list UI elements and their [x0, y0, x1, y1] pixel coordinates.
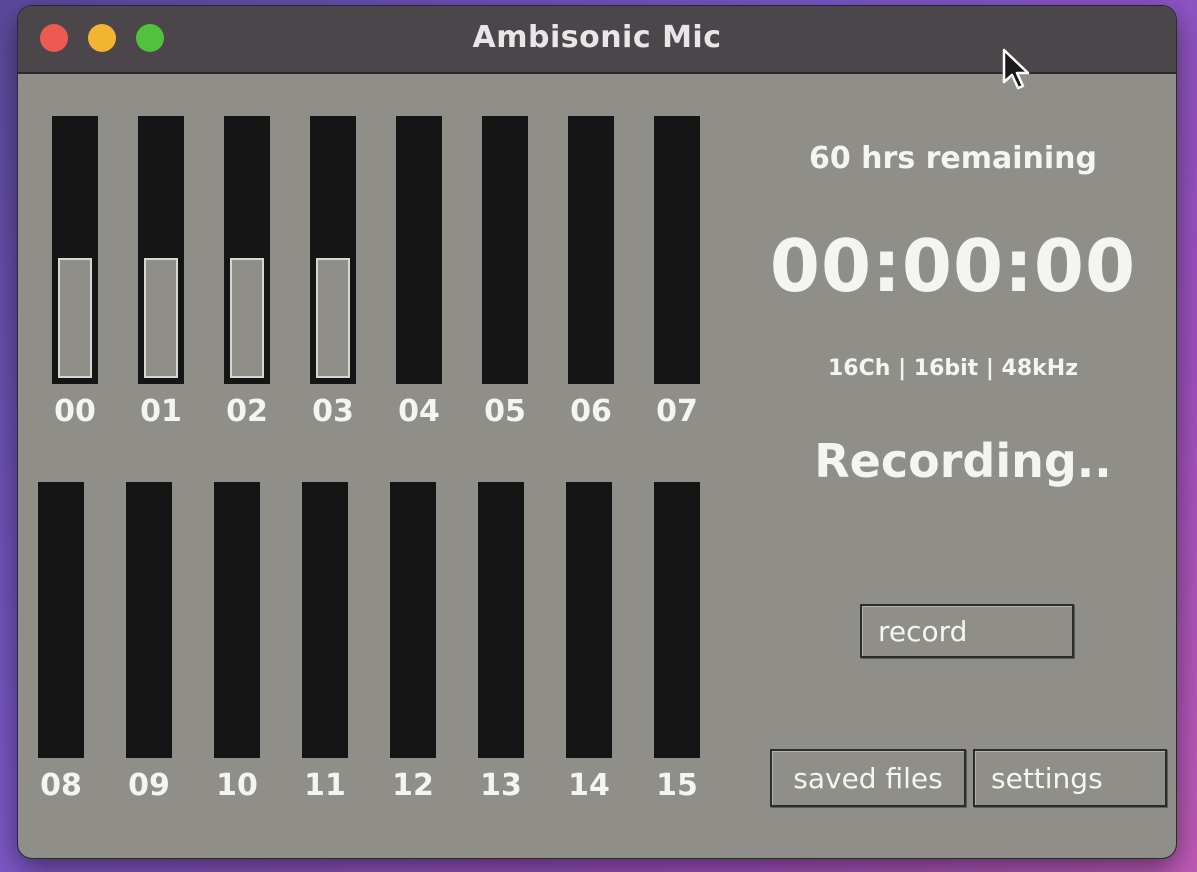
- minimize-window-button[interactable]: [88, 24, 116, 52]
- channel-level-fill: [316, 258, 350, 378]
- channel-label-09: 09: [128, 768, 170, 803]
- channel-level-fill: [144, 258, 178, 378]
- channel-meter-01: [138, 116, 184, 384]
- channel-meter-09: [126, 482, 172, 758]
- channel-meter-07: [654, 116, 700, 384]
- channel-label-08: 08: [40, 768, 82, 803]
- channel-label-02: 02: [226, 394, 268, 429]
- channel-label-06: 06: [570, 394, 612, 429]
- channel-meter-10: [214, 482, 260, 758]
- channel-meter-12: [390, 482, 436, 758]
- time-remaining: 60 hrs remaining: [808, 141, 1098, 176]
- channel-meter-13: [478, 482, 524, 758]
- channel-meter-06: [568, 116, 614, 384]
- channel-meter-08: [38, 482, 84, 758]
- channel-label-03: 03: [312, 394, 354, 429]
- saved-files-button[interactable]: saved files: [770, 749, 966, 807]
- channel-meter-00: [52, 116, 98, 384]
- recording-status: Recording..: [814, 434, 1112, 488]
- app-window: Ambisonic Mic 00 01 02 03 04 05 06 07 08 09 10 11 12…: [18, 6, 1176, 858]
- channel-level-fill: [230, 258, 264, 378]
- close-window-button[interactable]: [40, 24, 68, 52]
- channel-level-fill: [58, 258, 92, 378]
- recording-timer: 00:00:00: [769, 224, 1137, 308]
- maximize-window-button[interactable]: [136, 24, 164, 52]
- channel-meter-14: [566, 482, 612, 758]
- channel-meter-05: [482, 116, 528, 384]
- channel-meter-02: [224, 116, 270, 384]
- title-bar[interactable]: Ambisonic Mic: [18, 6, 1176, 74]
- channel-label-05: 05: [484, 394, 526, 429]
- record-button[interactable]: record: [860, 604, 1074, 658]
- channel-meter-04: [396, 116, 442, 384]
- channel-label-01: 01: [140, 394, 182, 429]
- channel-label-11: 11: [304, 768, 346, 803]
- channel-label-13: 13: [480, 768, 522, 803]
- channel-label-10: 10: [216, 768, 258, 803]
- channel-label-15: 15: [656, 768, 698, 803]
- channel-label-07: 07: [656, 394, 698, 429]
- channel-meter-11: [302, 482, 348, 758]
- channel-label-00: 00: [54, 394, 96, 429]
- audio-format: 16Ch | 16bit | 48kHz: [827, 356, 1078, 381]
- channel-meter-15: [654, 482, 700, 758]
- channel-label-04: 04: [398, 394, 440, 429]
- channel-label-14: 14: [568, 768, 610, 803]
- window-title: Ambisonic Mic: [472, 20, 722, 55]
- channel-label-12: 12: [392, 768, 434, 803]
- channel-meter-03: [310, 116, 356, 384]
- settings-button[interactable]: settings: [973, 749, 1167, 807]
- mouse-pointer-icon: [1002, 48, 1030, 90]
